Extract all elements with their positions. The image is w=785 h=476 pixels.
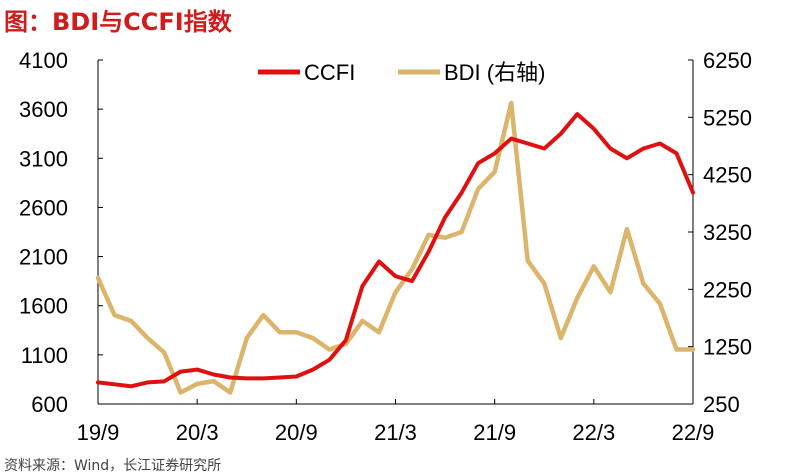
right-tick-label: 4250 <box>703 163 752 188</box>
x-tick-label: 19/9 <box>77 420 120 445</box>
right-tick-label: 2250 <box>703 277 752 302</box>
right-tick-label: 6250 <box>703 48 752 73</box>
bdi-line <box>95 100 696 395</box>
x-tick-label: 21/9 <box>473 420 516 445</box>
bdi-legend-label: BDI (右轴) <box>444 60 545 85</box>
left-tick-label: 3600 <box>19 97 68 122</box>
ccfi-line <box>96 112 695 389</box>
right-tick-label: 3250 <box>703 220 752 245</box>
left-tick-label: 600 <box>31 392 68 417</box>
right-tick-label: 5250 <box>703 105 752 130</box>
x-tick-label: 20/9 <box>275 420 318 445</box>
left-tick-label: 2100 <box>19 245 68 270</box>
x-tick-label: 20/3 <box>176 420 219 445</box>
source-note: 资料来源：Wind，长江证券研究所 <box>4 458 222 474</box>
ccfi-legend-label: CCFI <box>304 60 355 85</box>
x-tick-label: 22/9 <box>672 420 715 445</box>
axes <box>97 59 694 405</box>
left-tick-label: 1100 <box>21 343 68 368</box>
x-tick-label: 22/3 <box>572 420 615 445</box>
right-tick-label: 250 <box>703 392 740 417</box>
left-tick-label: 1600 <box>19 294 68 319</box>
right-tick-label: 1250 <box>703 335 752 360</box>
x-tick-label: 21/3 <box>374 420 417 445</box>
chart-title: 图：BDI与CCFI指数 <box>4 8 232 36</box>
left-tick-label: 4100 <box>19 48 68 73</box>
left-tick-label: 2600 <box>19 195 68 220</box>
series-lines <box>95 100 696 395</box>
tick-labels: 4100 3600 3100 2600 2100 1600 1100 600 6250 5250 4… <box>19 48 752 445</box>
legend: CCFI BDI (右轴) <box>258 60 545 85</box>
left-tick-label: 3100 <box>19 146 68 171</box>
